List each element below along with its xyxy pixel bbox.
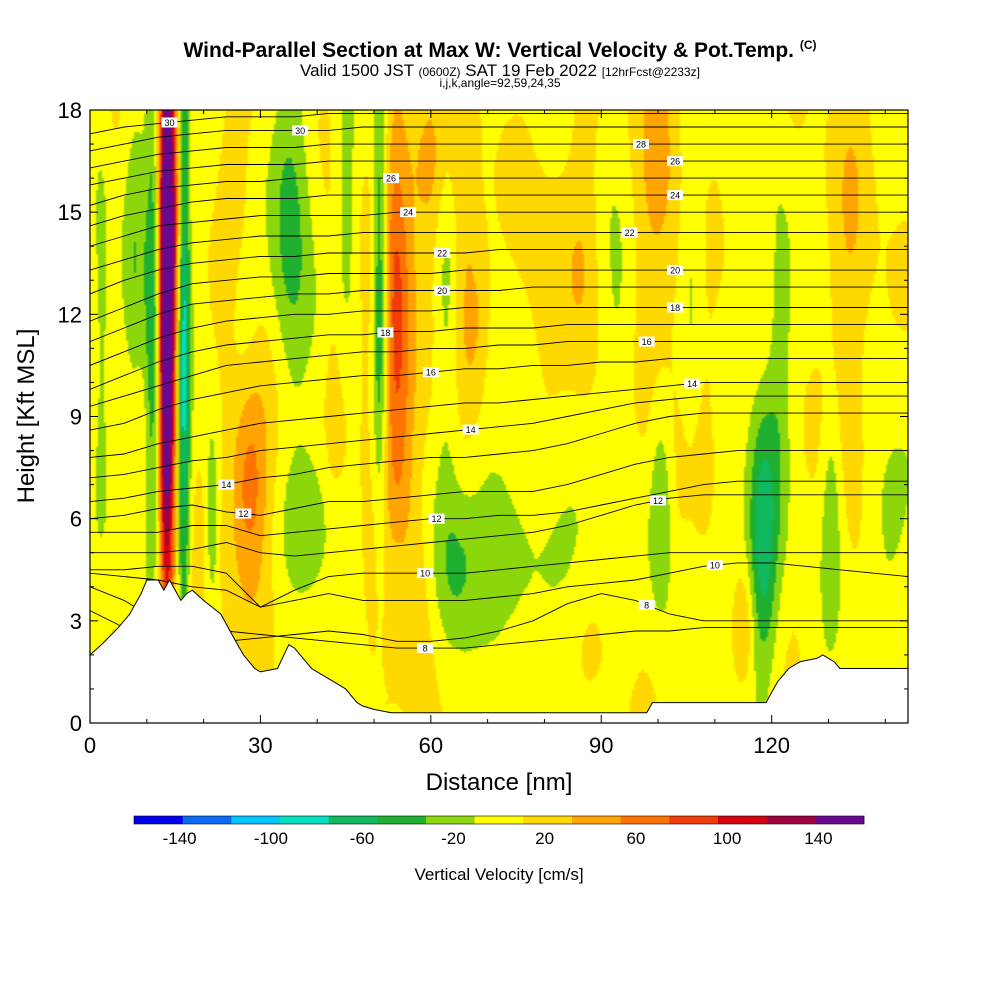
colorbar-swatch: [523, 816, 572, 824]
isentrope-label: 14: [221, 480, 231, 490]
colorbar-tick-label: 140: [804, 829, 832, 848]
cross-section-chart: 8 8 10 10 12 12 12 14 14 14 16 16 18 18 20 20 22 22 24 24 26…: [0, 0, 1000, 1000]
colorbar-swatch: [183, 816, 232, 824]
colorbar-tick-label: 60: [626, 829, 645, 848]
isentrope-label: 12: [432, 514, 442, 524]
isentrope-label: 14: [687, 379, 697, 389]
colorbar-swatch: [669, 816, 718, 824]
y-tick-label: 0: [70, 711, 82, 736]
isentrope-label: 8: [423, 644, 428, 654]
colorbar-label: Vertical Velocity [cm/s]: [414, 865, 583, 884]
y-tick-label: 9: [70, 405, 82, 430]
colorbar-tick-label: 100: [713, 829, 741, 848]
y-tick-label: 15: [58, 200, 82, 225]
colorbar-swatch: [572, 816, 621, 824]
isentrope-label: 14: [466, 425, 476, 435]
colorbar-swatch: [815, 816, 864, 824]
colorbar: -140 -100 -60 -20 20 60 100 140: [134, 816, 864, 848]
colorbar-swatch: [475, 816, 524, 824]
isentrope-label: 30: [165, 118, 175, 128]
isentrope-label: 12: [653, 496, 663, 506]
isentrope-label: 18: [380, 328, 390, 338]
x-tick-label: 60: [419, 733, 443, 758]
isentrope-label: 22: [437, 249, 447, 259]
isentrope-label: 10: [710, 561, 720, 571]
y-tick-label: 6: [70, 507, 82, 532]
colorbar-swatch: [134, 816, 183, 824]
isentrope-label: 30: [295, 126, 305, 136]
isentrope-label: 16: [642, 337, 652, 347]
isentrope-label: 24: [403, 208, 413, 218]
x-tick-label: 0: [84, 733, 96, 758]
colorbar-tick-label: -140: [163, 829, 197, 848]
colorbar-tick-label: 20: [535, 829, 554, 848]
colorbar-swatch: [231, 816, 280, 824]
colorbar-swatch: [767, 816, 816, 824]
colorbar-tick-label: -100: [254, 829, 288, 848]
isentrope-label: 20: [437, 286, 447, 296]
isentrope-label: 16: [426, 368, 436, 378]
y-tick-label: 18: [58, 98, 82, 123]
colorbar-swatch: [329, 816, 378, 824]
y-tick-label: 3: [70, 609, 82, 634]
isentrope-label: 22: [625, 228, 635, 238]
isentrope-label: 20: [670, 266, 680, 276]
colorbar-tick-label: -60: [350, 829, 375, 848]
y-axis-label: Height [Kft MSL]: [13, 329, 40, 504]
x-axis-label: Distance [nm]: [426, 769, 573, 796]
x-tick-label: 90: [589, 733, 613, 758]
isentrope-label: 26: [670, 157, 680, 167]
colorbar-swatch: [426, 816, 475, 824]
x-tick-label: 30: [248, 733, 272, 758]
isentrope-label: 12: [238, 509, 248, 519]
isentrope-label: 8: [644, 600, 649, 610]
isentrope-label: 18: [670, 303, 680, 313]
isentrope-label: 26: [386, 174, 396, 184]
isentrope-label: 28: [636, 140, 646, 150]
colorbar-swatch: [377, 816, 426, 824]
colorbar-swatch: [280, 816, 329, 824]
colorbar-tick-label: -20: [441, 829, 466, 848]
x-tick-label: 120: [753, 733, 790, 758]
colorbar-swatch: [621, 816, 670, 824]
isentrope-label: 10: [420, 569, 430, 579]
colorbar-swatch: [718, 816, 767, 824]
isentrope-label: 24: [670, 191, 680, 201]
y-tick-label: 12: [58, 302, 82, 327]
